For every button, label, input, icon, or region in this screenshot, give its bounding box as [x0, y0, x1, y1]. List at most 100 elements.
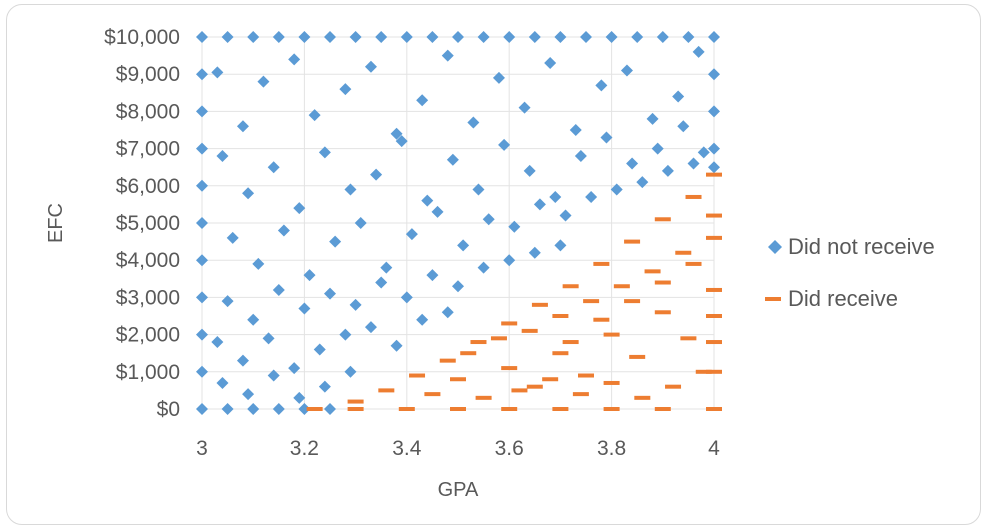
gridlines: [201, 36, 715, 410]
point-did-receive: [593, 317, 610, 322]
point-did-receive: [490, 336, 507, 341]
point-did-not-receive: [329, 235, 342, 248]
point-did-not-receive: [390, 127, 403, 140]
point-did-not-receive: [375, 31, 388, 43]
point-did-not-receive: [211, 66, 224, 79]
y-tick-label: $1,000: [116, 361, 180, 384]
point-did-not-receive: [467, 116, 480, 129]
point-did-not-receive: [687, 157, 700, 170]
point-did-receive: [654, 280, 671, 285]
point-did-not-receive: [272, 31, 285, 43]
point-did-not-receive: [708, 105, 720, 118]
point-did-not-receive: [196, 105, 208, 118]
point-did-receive: [398, 407, 415, 411]
point-did-not-receive: [651, 142, 664, 155]
point-did-not-receive: [272, 403, 285, 415]
point-did-receive: [511, 388, 528, 393]
point-did-not-receive: [293, 202, 306, 215]
x-tick-label: 3.2: [290, 437, 319, 460]
point-did-receive: [706, 369, 722, 374]
point-did-not-receive: [247, 313, 260, 326]
x-tick-label: 4: [708, 437, 720, 460]
point-did-not-receive: [364, 321, 377, 334]
point-did-not-receive: [503, 31, 516, 43]
y-tick-label: $8,000: [116, 100, 180, 123]
point-did-receive: [460, 351, 477, 356]
point-did-not-receive: [313, 343, 326, 356]
point-did-not-receive: [242, 187, 255, 200]
point-did-receive: [654, 310, 671, 315]
point-did-receive: [706, 213, 722, 218]
point-did-not-receive: [416, 313, 429, 326]
point-did-receive: [654, 407, 671, 411]
point-did-not-receive: [221, 403, 234, 415]
x-tick-label: 3.6: [495, 437, 524, 460]
point-did-not-receive: [298, 403, 311, 415]
point-did-not-receive: [708, 142, 720, 155]
point-did-not-receive: [656, 31, 669, 43]
point-did-not-receive: [339, 83, 352, 96]
point-did-not-receive: [324, 403, 336, 415]
point-did-not-receive: [431, 205, 444, 218]
point-did-not-receive: [288, 53, 301, 66]
point-did-receive: [603, 332, 620, 337]
point-did-not-receive: [626, 157, 639, 170]
chart-frame: [6, 4, 981, 525]
y-tick-label: $9,000: [116, 63, 180, 86]
point-did-receive: [562, 340, 579, 345]
point-did-not-receive: [554, 31, 567, 43]
point-did-not-receive: [364, 60, 377, 73]
point-did-not-receive: [400, 31, 413, 43]
point-did-not-receive: [196, 179, 208, 192]
point-did-not-receive: [267, 369, 280, 382]
point-did-not-receive: [508, 220, 521, 233]
point-did-receive: [378, 388, 395, 393]
point-did-not-receive: [452, 280, 464, 293]
point-did-not-receive: [267, 161, 280, 174]
point-did-not-receive: [492, 71, 505, 84]
point-did-not-receive: [288, 362, 301, 375]
point-did-not-receive: [298, 302, 311, 315]
point-did-not-receive: [682, 31, 695, 43]
point-did-not-receive: [446, 153, 459, 166]
point-did-receive: [685, 261, 702, 266]
point-did-not-receive: [631, 31, 644, 43]
point-did-receive: [562, 284, 579, 289]
y-tick-label: $4,000: [116, 249, 180, 272]
point-did-receive: [306, 407, 323, 411]
point-did-not-receive: [708, 161, 720, 174]
point-did-not-receive: [277, 224, 290, 237]
point-did-receive: [542, 377, 559, 382]
point-did-not-receive: [677, 120, 690, 133]
point-did-not-receive: [595, 79, 608, 92]
y-tick-label: $0: [157, 398, 180, 421]
y-tick-label: $2,000: [116, 324, 180, 347]
point-did-not-receive: [236, 120, 249, 133]
point-did-not-receive: [236, 354, 249, 367]
point-did-not-receive: [324, 287, 336, 300]
point-did-receive: [603, 380, 620, 385]
point-did-receive: [552, 407, 569, 411]
point-did-not-receive: [318, 146, 331, 159]
point-did-not-receive: [672, 90, 685, 103]
point-did-not-receive: [318, 380, 331, 393]
legend-marker-did-receive: [765, 297, 781, 301]
point-did-receive: [501, 366, 518, 371]
point-did-not-receive: [298, 31, 311, 43]
point-did-not-receive: [196, 328, 208, 341]
point-did-receive: [470, 340, 487, 345]
point-did-not-receive: [498, 138, 511, 151]
point-did-receive: [347, 399, 364, 404]
point-did-not-receive: [226, 231, 239, 244]
point-did-not-receive: [247, 403, 260, 415]
point-did-receive: [552, 351, 569, 356]
point-did-not-receive: [308, 109, 321, 122]
y-axis-title: EFC: [45, 203, 67, 243]
point-did-not-receive: [416, 94, 429, 107]
point-did-receive: [424, 392, 441, 397]
point-did-not-receive: [339, 328, 352, 341]
point-did-receive: [552, 314, 569, 318]
point-did-receive: [706, 172, 722, 177]
point-did-receive: [685, 194, 702, 199]
point-did-not-receive: [390, 339, 403, 352]
